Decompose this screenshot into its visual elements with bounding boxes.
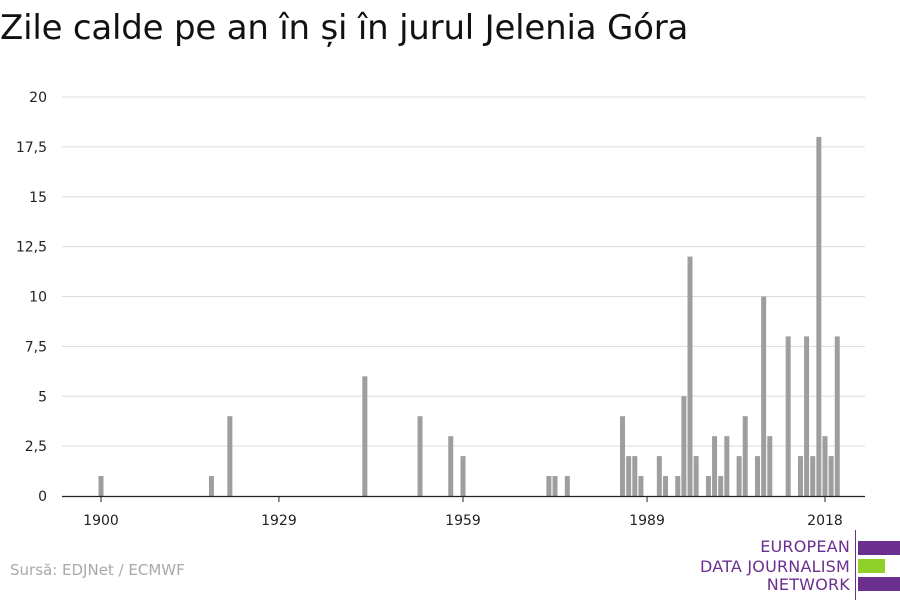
- edjnet-logo: EUROPEAN DATA JOURNALISM NETWORK: [700, 530, 900, 600]
- bar: [362, 376, 368, 496]
- bar: [552, 476, 558, 496]
- bar: [712, 436, 718, 496]
- bar: [98, 476, 104, 496]
- bar: [755, 456, 761, 496]
- source-note: Sursă: EDJNet / ECMWF: [10, 561, 185, 579]
- x-tick-label: 1929: [261, 513, 297, 529]
- bar: [785, 336, 791, 496]
- bar: [448, 436, 454, 496]
- y-tick-label: 15: [29, 190, 47, 206]
- bar: [816, 136, 822, 496]
- bars: [98, 136, 840, 496]
- bar: [632, 456, 638, 496]
- bar: [705, 476, 711, 496]
- y-tick-label: 5: [38, 389, 47, 405]
- bar: [564, 476, 570, 496]
- logo-line-european: EUROPEAN: [760, 537, 850, 556]
- logo-bar-green: [858, 559, 885, 573]
- bar: [761, 296, 767, 496]
- logo-divider: [855, 530, 856, 600]
- bar: [546, 476, 552, 496]
- x-tick-label: 1959: [445, 513, 481, 529]
- bar: [675, 476, 681, 496]
- bar: [417, 416, 423, 496]
- y-tick-label: 7,5: [25, 339, 47, 355]
- bar: [822, 436, 828, 496]
- y-axis-ticks: 0 2,5 5 7,5 10 12,5 15 17,5 20: [16, 90, 47, 505]
- bar: [718, 476, 724, 496]
- bar: [638, 476, 644, 496]
- bar: [656, 456, 662, 496]
- bar: [227, 416, 233, 496]
- bar: [693, 456, 699, 496]
- bar: [724, 436, 730, 496]
- bar: [834, 336, 840, 496]
- bar: [687, 256, 693, 496]
- bar: [767, 436, 773, 496]
- y-tick-label: 2,5: [25, 439, 47, 455]
- bar: [828, 456, 834, 496]
- bar: [804, 336, 810, 496]
- y-tick-label: 0: [38, 489, 47, 505]
- logo-line-data-journalism: DATA JOURNALISM: [700, 557, 850, 576]
- bar: [681, 396, 687, 496]
- bar: [208, 476, 214, 496]
- x-tick-label: 2018: [807, 513, 843, 529]
- bar: [626, 456, 632, 496]
- bar: [460, 456, 466, 496]
- x-tick-label: 1989: [629, 513, 665, 529]
- logo-bar-purple-bottom: [858, 577, 900, 591]
- bar: [662, 476, 668, 496]
- logo-bar-purple-top: [858, 541, 900, 555]
- x-axis-ticks: 1900 1929 1959 1989 2018: [83, 496, 843, 529]
- x-tick-label: 1900: [83, 513, 119, 529]
- gridlines: [62, 96, 865, 447]
- y-tick-label: 12,5: [16, 240, 47, 256]
- bar: [810, 456, 816, 496]
- y-tick-label: 20: [29, 90, 47, 106]
- bar: [736, 456, 742, 496]
- logo-line-network: NETWORK: [766, 575, 850, 594]
- bar: [797, 456, 803, 496]
- bar: [620, 416, 626, 496]
- bar: [742, 416, 748, 496]
- y-tick-label: 10: [29, 290, 47, 306]
- chart-title: Zile calde pe an în și în jurul Jelenia …: [0, 8, 689, 48]
- y-tick-label: 17,5: [16, 140, 47, 156]
